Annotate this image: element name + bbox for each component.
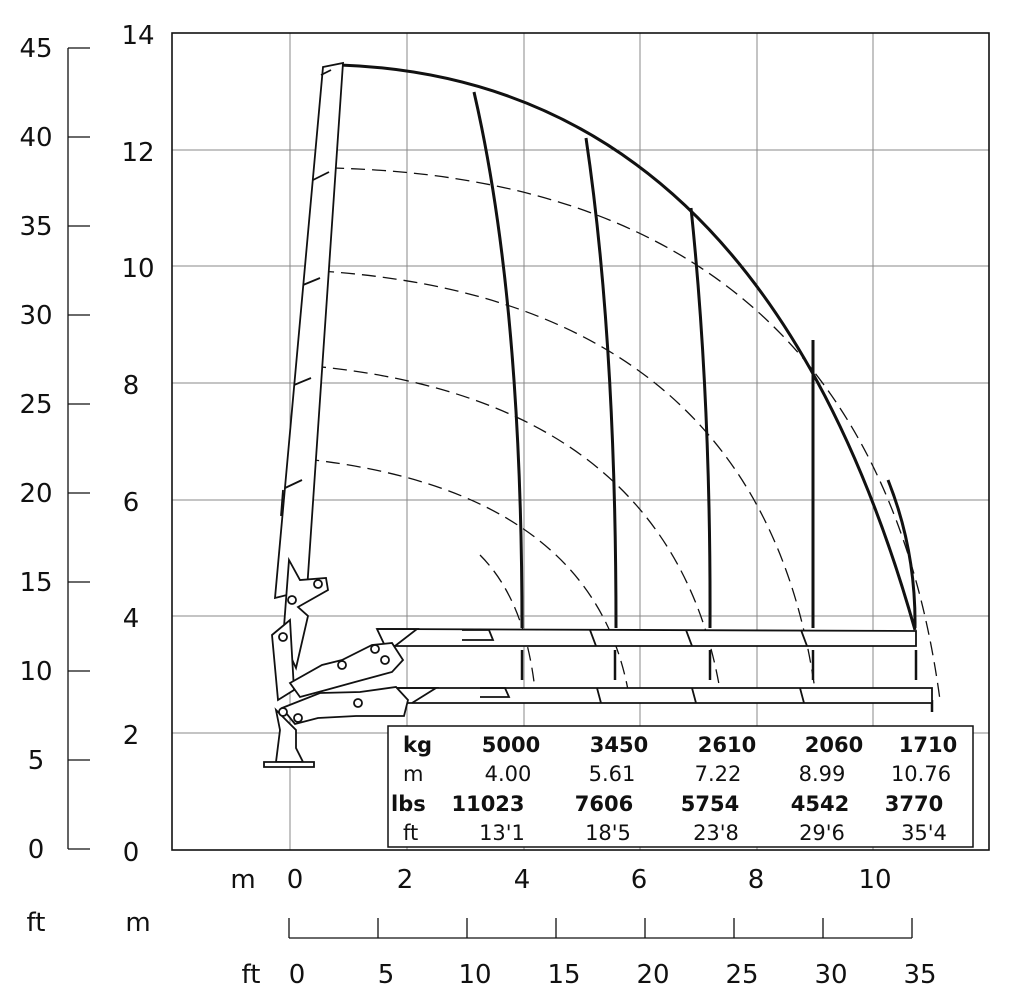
m-tick-label: 2 [123,721,140,751]
m-axis-left-labels: 0 2 4 6 8 10 12 14 [121,21,154,868]
m-tick-label: 4 [123,604,140,634]
table-cell-kg: 2060 [805,733,863,757]
m-tick-label: 0 [123,838,140,868]
table-cell-m: 10.76 [891,762,951,786]
ruler-row-label-m: m [125,908,150,938]
table-unit-lbs: lbs [391,792,426,816]
table-cell-ft: 35'4 [901,821,947,845]
m-tick-label: 4 [514,865,531,895]
ruler-row-label-ft: ft [27,908,46,938]
ft-tick-label: 35 [19,212,52,242]
plot-frame [171,32,990,851]
m-tick-label: 8 [123,371,140,401]
ft-tick-label: 25 [19,390,52,420]
table-cell-m: 7.22 [695,762,742,786]
crane-horizontal-boom-upper [375,628,917,647]
ft-ruler-tick-label: 15 [547,960,580,990]
boom-position-line [886,479,917,629]
ft-ruler-unit-label: ft [242,960,261,990]
m-tick-label: 10 [858,865,891,895]
table-unit-ft: ft [403,821,418,845]
table-cell-lbs: 3770 [885,792,943,816]
m-tick-label: 6 [123,488,140,518]
crane-vertical-boom [273,61,344,600]
load-table-box [387,725,974,848]
m-tick-label: 2 [397,865,414,895]
table-cell-kg: 1710 [899,733,957,757]
ft-axis-left [67,47,90,850]
m-tick-label: 0 [287,865,304,895]
ft-tick-label: 5 [28,746,45,776]
ft-axis-left-labels: 0 5 10 15 20 25 30 35 40 45 [19,34,52,865]
ft-ruler-bottom: ft m ft 0 5 10 15 20 25 30 35 [27,908,937,990]
ft-ruler-tick-label: 0 [289,960,306,990]
table-unit-kg: kg [403,733,432,757]
m-tick-label: 10 [121,254,154,284]
ft-tick-label: 40 [19,123,52,153]
boom-position-line [472,91,524,629]
table-cell-lbs: 5754 [681,792,739,816]
ft-tick-label: 30 [19,301,52,331]
table-cell-m: 5.61 [589,762,636,786]
crane-column [263,556,409,768]
table-cell-ft: 29'6 [799,821,845,845]
m-tick-label: 12 [121,138,154,168]
table-cell-ft: 13'1 [479,821,525,845]
m-axis-bottom: m 0 2 4 6 8 10 [230,865,891,895]
m-tick-label: 8 [748,865,765,895]
table-cell-m: 8.99 [799,762,846,786]
table-cell-lbs: 4542 [791,792,849,816]
ft-tick-label: 45 [19,34,52,64]
table-cell-kg: 2610 [698,733,756,757]
table-unit-m: m [403,762,423,786]
table-cell-kg: 5000 [482,733,540,757]
crane-horizontal-boom-lower [393,687,933,704]
ft-ruler-tick-label: 25 [725,960,758,990]
load-table: kg 5000 3450 2610 2060 1710 m 4.00 5.61 … [387,725,974,848]
ft-ruler-tick-label: 35 [903,960,936,990]
boom-extension-arcs [304,167,941,701]
m-tick-label: 14 [121,21,154,51]
ft-tick-label: 15 [19,568,52,598]
ft-ruler-tick-label: 10 [458,960,491,990]
m-tick-label: 6 [631,865,648,895]
boom-position-line [584,137,618,629]
boom-position-line [689,207,712,629]
max-reach-envelope [339,63,917,631]
m-axis-unit-label: m [230,865,255,895]
boom-positions [472,91,917,629]
table-cell-lbs: 11023 [451,792,524,816]
ft-ruler-tick-label: 30 [814,960,847,990]
table-cell-ft: 18'5 [585,821,631,845]
ft-ruler-tick-label: 5 [378,960,395,990]
table-cell-ft: 23'8 [693,821,739,845]
ft-ruler-tick-label: 20 [636,960,669,990]
table-cell-m: 4.00 [485,762,532,786]
table-cell-kg: 3450 [590,733,648,757]
ft-tick-label: 10 [19,657,52,687]
hook-drop-lines [520,650,934,712]
ft-tick-label: 0 [28,835,45,865]
ft-tick-label: 20 [19,479,52,509]
table-cell-lbs: 7606 [575,792,633,816]
